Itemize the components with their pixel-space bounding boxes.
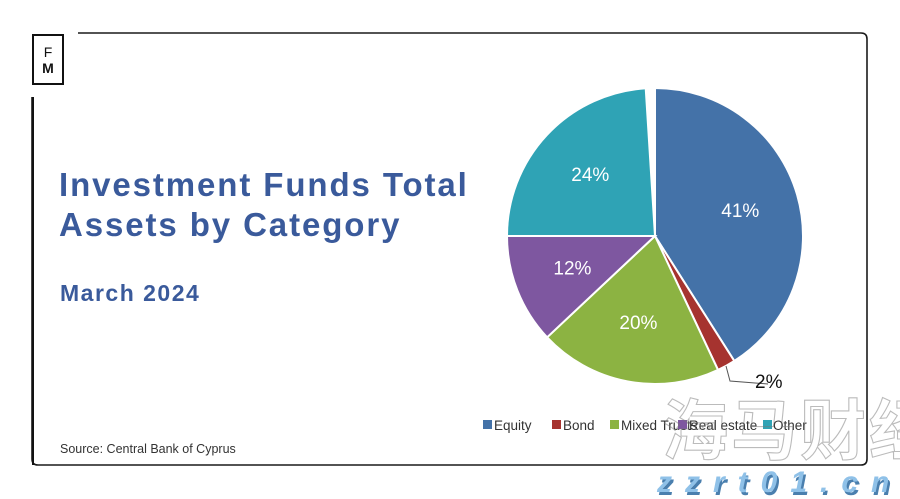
svg-text:20%: 20%: [619, 313, 657, 334]
svg-text:24%: 24%: [571, 165, 609, 186]
svg-text:12%: 12%: [553, 259, 591, 280]
svg-text:41%: 41%: [721, 201, 759, 222]
